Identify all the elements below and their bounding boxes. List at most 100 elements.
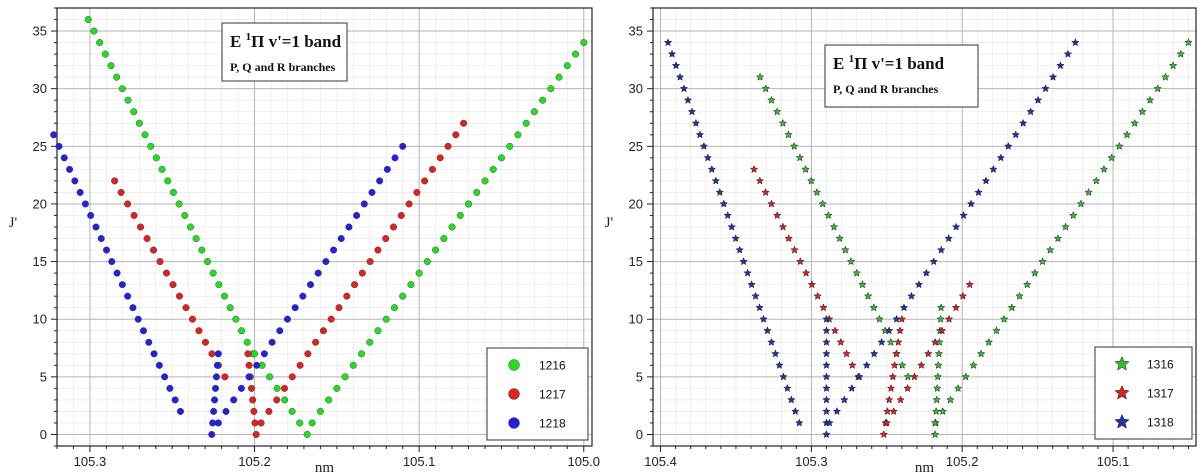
- data-point: [358, 269, 366, 277]
- data-point: [432, 246, 440, 254]
- legend-item-1316: 1316: [1114, 355, 1174, 372]
- title-main: E: [833, 54, 849, 73]
- y-tick-label: 5: [40, 369, 47, 384]
- data-point: [879, 430, 889, 439]
- data-point: [210, 407, 218, 415]
- data-point: [452, 131, 460, 139]
- data-point: [822, 395, 831, 404]
- data-point: [368, 188, 376, 196]
- data-point: [366, 338, 374, 346]
- data-point: [304, 350, 312, 358]
- data-point: [938, 406, 947, 416]
- data-point: [812, 187, 822, 197]
- data-point: [251, 350, 259, 358]
- data-point: [761, 187, 770, 197]
- x-tick-label: 105.0: [567, 454, 600, 469]
- data-point: [1004, 141, 1013, 150]
- data-point: [897, 360, 907, 369]
- data-point: [791, 406, 800, 416]
- data-point: [186, 223, 194, 231]
- data-point: [164, 177, 172, 185]
- data-point: [829, 222, 839, 231]
- data-point: [251, 419, 259, 427]
- data-point: [226, 304, 234, 312]
- data-point: [547, 85, 555, 93]
- data-point: [840, 395, 849, 404]
- data-point: [743, 268, 752, 277]
- series-1217: [111, 119, 468, 438]
- data-point: [96, 39, 104, 47]
- data-point: [917, 360, 926, 369]
- data-point: [961, 372, 971, 381]
- x-tick-label: 105.3: [795, 454, 828, 469]
- data-point: [530, 108, 538, 116]
- data-point: [755, 72, 765, 81]
- data-point: [415, 269, 423, 277]
- title-box-frame: [824, 44, 979, 108]
- data-points: [663, 38, 1193, 439]
- chart-title: E 1Π v'=1 band: [833, 53, 945, 73]
- data-point: [958, 291, 968, 300]
- data-point: [1063, 49, 1073, 58]
- x-tick-label: 105.4: [644, 454, 677, 469]
- data-point: [858, 280, 867, 289]
- legend-marker: [1114, 413, 1130, 429]
- data-point: [288, 373, 296, 381]
- data-point: [1038, 257, 1047, 266]
- data-point: [882, 418, 892, 427]
- data-point: [296, 419, 304, 427]
- data-point: [81, 200, 89, 208]
- data-point: [944, 234, 953, 243]
- data-point: [1071, 38, 1080, 47]
- data-point: [405, 200, 413, 208]
- data-point: [489, 165, 497, 173]
- data-point: [283, 315, 291, 323]
- data-point: [150, 350, 158, 358]
- data-point: [679, 84, 689, 93]
- title-main: E: [230, 32, 246, 51]
- chart-title: E 1Π v'=1 band: [230, 31, 342, 51]
- data-point: [397, 211, 405, 219]
- data-point: [212, 384, 220, 392]
- data-point: [944, 314, 954, 323]
- data-point: [169, 281, 177, 289]
- series-1317: [749, 164, 974, 439]
- data-point: [250, 407, 258, 415]
- data-point: [139, 327, 147, 335]
- data-point: [739, 257, 748, 266]
- data-point: [886, 383, 896, 392]
- data-point: [1145, 95, 1155, 104]
- data-point: [727, 222, 736, 231]
- legend-marker: [508, 388, 520, 400]
- data-point: [1092, 176, 1101, 185]
- data-point: [951, 303, 961, 312]
- data-point: [481, 177, 489, 185]
- data-point: [198, 246, 206, 254]
- data-point: [989, 164, 998, 173]
- data-point: [767, 95, 776, 104]
- data-point: [946, 395, 955, 404]
- data-point: [444, 142, 452, 150]
- x-tick-label: 105.2: [238, 454, 271, 469]
- data-point: [930, 430, 940, 439]
- data-point: [156, 258, 164, 266]
- data-point: [212, 373, 220, 381]
- data-point: [719, 199, 728, 208]
- data-point: [934, 360, 943, 369]
- data-point: [335, 304, 343, 312]
- chart-left: 105.3 105.2 105.1 105.0 0 5 10 15 20 25 30 35 nm J' E …: [9, 7, 600, 476]
- data-point: [795, 153, 805, 162]
- data-point: [341, 373, 349, 381]
- data-point: [208, 430, 216, 438]
- data-point: [822, 337, 831, 346]
- y-tick-label: 15: [33, 254, 47, 269]
- data-point: [1041, 84, 1050, 93]
- x-axis-label: nm: [915, 460, 935, 476]
- data-point: [325, 396, 333, 404]
- data-point: [691, 118, 701, 127]
- data-point: [1115, 141, 1124, 150]
- data-point: [818, 199, 827, 208]
- legend-frame: [1094, 346, 1193, 440]
- data-point: [1130, 118, 1139, 127]
- data-point: [1076, 199, 1086, 208]
